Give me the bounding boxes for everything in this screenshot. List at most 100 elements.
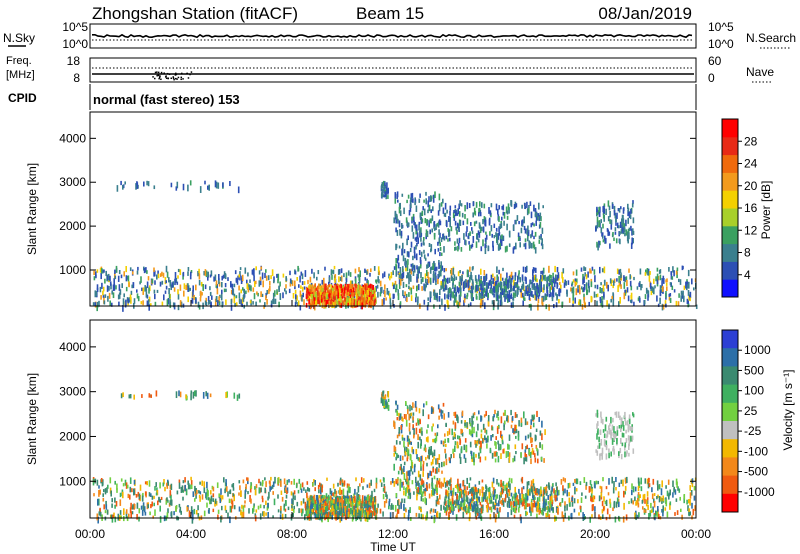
- power-echo: [325, 300, 327, 308]
- power-echo: [467, 286, 470, 291]
- velocity-echo: [495, 436, 497, 440]
- velocity-echo: [353, 498, 355, 503]
- velocity-echo: [498, 500, 500, 507]
- velocity-echo: [133, 480, 136, 485]
- velocity-echo: [502, 449, 504, 454]
- velocity-echo: [602, 514, 604, 519]
- power-echo: [401, 223, 403, 229]
- power-echo: [282, 273, 285, 278]
- velocity-echo: [624, 485, 627, 491]
- power-echo: [624, 289, 626, 293]
- power-echo: [616, 222, 619, 229]
- power-echo: [428, 204, 431, 212]
- power-echo: [481, 226, 483, 232]
- power-echo: [680, 290, 683, 295]
- velocity-echo: [564, 478, 566, 483]
- power-echo: [483, 282, 485, 287]
- power-echo: [496, 274, 498, 280]
- velocity-echo: [483, 414, 486, 418]
- power-echo: [438, 260, 440, 265]
- power-echo: [485, 291, 488, 297]
- power-echo: [339, 301, 341, 308]
- power-echo: [99, 286, 102, 293]
- power-echo: [528, 283, 531, 289]
- power-echo: [514, 293, 516, 298]
- velocity-echo: [420, 488, 423, 493]
- velocity-echo: [524, 449, 527, 453]
- power-echo: [177, 268, 180, 273]
- power-echo: [171, 282, 173, 288]
- velocity-echo: [425, 513, 428, 521]
- power-echo: [503, 212, 506, 219]
- power-echo: [296, 295, 298, 301]
- power-echo: [648, 275, 651, 282]
- power-echo: [405, 217, 408, 223]
- power-echo: [435, 266, 438, 271]
- power-echo: [553, 282, 556, 288]
- power-echo: [356, 287, 359, 294]
- power-echo: [424, 257, 427, 261]
- velocity-echo: [424, 497, 426, 504]
- velocity-echo: [529, 452, 532, 458]
- velocity-echo: [646, 500, 649, 505]
- power-echo: [339, 298, 341, 302]
- velocity-echo: [129, 486, 132, 493]
- velocity-echo: [433, 456, 435, 460]
- velocity-echo: [643, 509, 646, 513]
- velocity-echo: [159, 515, 162, 523]
- power-echo: [230, 281, 232, 288]
- velocity-echo: [454, 445, 456, 453]
- power-echo: [323, 290, 326, 294]
- velocity-echo: [397, 470, 400, 475]
- power-echo: [461, 275, 463, 282]
- power-echo: [334, 288, 337, 296]
- velocity-echo: [129, 507, 132, 514]
- power-echo: [426, 304, 429, 311]
- power-echo: [462, 286, 465, 292]
- velocity-echo: [581, 492, 583, 496]
- power-echo: [486, 290, 488, 296]
- velocity-echo: [424, 490, 426, 497]
- power-echo: [365, 269, 367, 273]
- power-echo: [544, 295, 546, 301]
- velocity-echo: [122, 491, 124, 499]
- nave-dip-dot: [157, 71, 160, 74]
- power-echo: [449, 221, 451, 228]
- velocity-echo: [284, 487, 287, 493]
- power-echo: [356, 300, 359, 308]
- power-echo: [504, 286, 506, 291]
- velocity-echo: [427, 473, 430, 478]
- velocity-echo: [244, 493, 246, 499]
- power-echo: [550, 275, 552, 279]
- power-echo: [343, 298, 346, 305]
- velocity-echo: [456, 442, 459, 449]
- velocity-echo: [474, 511, 477, 518]
- power-echo: [619, 238, 621, 245]
- power-echo: [487, 292, 489, 298]
- velocity-echo: [693, 485, 696, 491]
- power-echo: [413, 265, 415, 271]
- power-echo: [508, 295, 510, 301]
- power-echo: [247, 286, 250, 293]
- power-echo: [429, 281, 432, 285]
- power-echo: [398, 206, 401, 214]
- power-echo: [580, 267, 583, 272]
- colorbar-swatch: [722, 190, 738, 209]
- velocity-echo: [192, 491, 195, 497]
- power-echo: [238, 274, 240, 278]
- power-echo: [526, 237, 529, 242]
- velocity-echo: [399, 466, 401, 471]
- power-echo: [616, 212, 618, 219]
- power-echo: [649, 282, 652, 289]
- power-echo: [101, 268, 103, 274]
- power-echo: [298, 284, 300, 288]
- power-echo: [344, 283, 347, 288]
- velocity-echo: [655, 510, 657, 516]
- power-echo: [537, 303, 539, 311]
- power-echo: [537, 298, 540, 304]
- velocity-echo: [592, 495, 595, 503]
- velocity-echo: [150, 493, 152, 497]
- power-echo: [285, 284, 287, 289]
- power-echo: [617, 208, 620, 212]
- velocity-echo: [527, 434, 530, 439]
